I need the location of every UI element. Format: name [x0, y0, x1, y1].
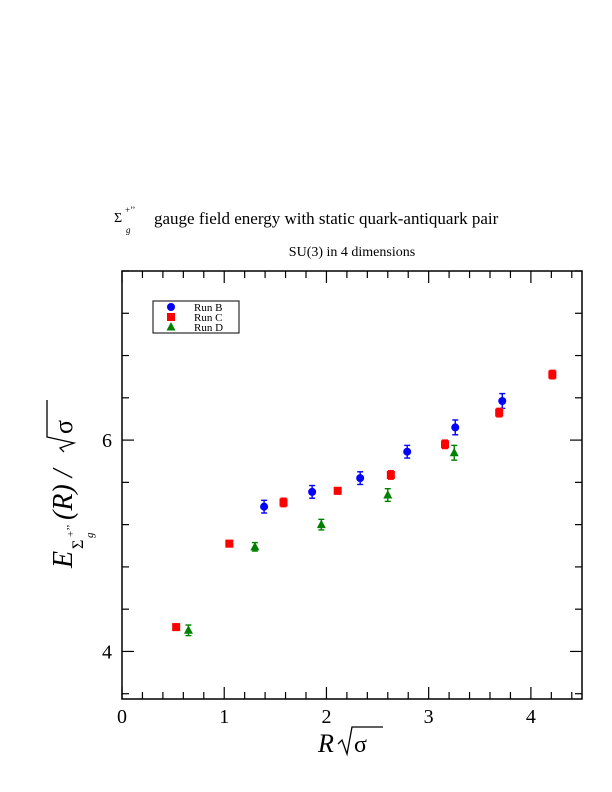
data-point [356, 474, 365, 483]
data-point [225, 539, 234, 548]
y-axis-label-sigma-sub: Σ [70, 540, 87, 549]
legend: Run B Run C Run D [152, 300, 240, 334]
data-point [441, 440, 450, 449]
y-axis-label-e: E [48, 551, 79, 569]
x-tick-label: 1 [219, 706, 229, 728]
data-point [183, 625, 193, 634]
y-axis-label: E Σ +’’ g (R) / σ [46, 400, 96, 569]
series-run-c [172, 369, 557, 632]
x-axis-label-sigma: σ [354, 732, 367, 758]
data-layer [172, 369, 557, 637]
title-symbol-subscript: g [126, 225, 131, 235]
data-point [548, 370, 557, 379]
data-point [260, 502, 269, 511]
series-run-b [260, 392, 507, 514]
y-axis-label-g: g [84, 532, 96, 538]
data-point [308, 487, 317, 496]
y-axis-label-rest: (R) / [48, 467, 79, 520]
axis-tick-labels: 0 1 2 3 4 4 6 [102, 430, 536, 728]
chart-subtitle: SU(3) in 4 dimensions [289, 245, 415, 260]
data-point [451, 423, 460, 432]
y-axis-label-sigma: σ [49, 420, 78, 434]
data-point [333, 486, 342, 495]
y-tick-label: 6 [102, 430, 112, 452]
legend-marker-run-b [167, 303, 175, 311]
x-tick-label: 2 [321, 706, 331, 728]
y-tick-label: 4 [102, 641, 112, 663]
y-axis-sqrt-sign [46, 400, 77, 453]
legend-label-run-c: Run C [194, 312, 222, 324]
data-point [250, 541, 260, 551]
data-point [383, 490, 393, 499]
x-tick-label: 3 [424, 706, 434, 728]
series-run-d [183, 444, 459, 637]
title-symbol: Σ [114, 211, 122, 226]
data-point [279, 498, 288, 507]
data-point [316, 519, 326, 529]
data-point [403, 447, 412, 456]
title-symbol-superscript: +’’ [125, 205, 135, 215]
title-main-text: gauge field energy with static quark-ant… [154, 209, 499, 228]
x-axis-sqrt-sign [337, 726, 383, 757]
x-axis-label: R σ [317, 726, 383, 758]
plot-frame [121, 270, 583, 700]
legend-markers [166, 303, 176, 331]
data-point [386, 470, 395, 479]
y-axis-label-sigma-sup: +’’ [65, 524, 77, 537]
legend-marker-run-d [166, 322, 176, 331]
data-point [498, 396, 507, 405]
data-point [495, 408, 504, 417]
data-point [449, 447, 459, 457]
legend-label-run-b: Run B [194, 302, 222, 314]
legend-label-run-d: Run D [194, 322, 223, 334]
axis-ticks [121, 270, 582, 699]
x-axis-label-r: R [317, 729, 334, 758]
legend-marker-run-c [167, 313, 175, 321]
data-point [172, 623, 181, 632]
chart-title: Σ +’’ g gauge field energy with static q… [114, 205, 499, 235]
x-tick-label: 0 [117, 706, 127, 728]
x-tick-label: 4 [526, 706, 536, 728]
